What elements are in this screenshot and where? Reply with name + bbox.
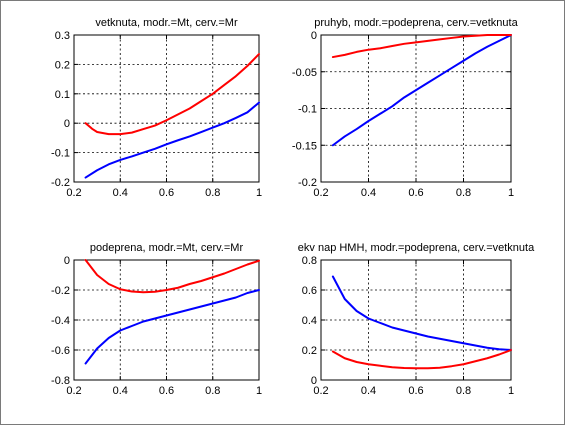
- y-tick-label: 0: [64, 118, 70, 130]
- y-tick-label: 0: [311, 375, 317, 387]
- x-tick-label: 0.8: [205, 385, 220, 397]
- red-series-line: [84, 259, 260, 294]
- x-tick-label: 0.2: [66, 187, 81, 199]
- x-tick-label: 0.6: [408, 187, 423, 199]
- x-tick-label: 0.2: [313, 187, 328, 199]
- y-tick-label: 0.2: [302, 345, 317, 357]
- subplot-bottom-left: 0.2 0.4 0.6 0.8 1 -0.8 -0.6 -0.4 -0.2 0 podeprena,…: [51, 242, 262, 397]
- x-tick-label: 0.8: [205, 187, 220, 199]
- red-series-line: [84, 53, 260, 136]
- y-tick-label: -0.2: [298, 177, 317, 189]
- x-tick-label: 1: [256, 385, 262, 397]
- x-tick-label: 1: [508, 187, 514, 199]
- x-tick-label: 0.6: [408, 385, 423, 397]
- x-tick-label: 0.6: [159, 187, 174, 199]
- red-series-line: [331, 349, 512, 370]
- y-tick-label: 0.1: [55, 89, 70, 101]
- x-tick-label: 0.4: [113, 385, 128, 397]
- x-tick-label: 0.2: [313, 385, 328, 397]
- x-tick-label: 0.4: [361, 385, 376, 397]
- subplot-top-left: 0.2 0.4 0.6 0.8 1 -0.2 -0.1 0 0.1 0.2 0.3 vetknuta,…: [51, 17, 262, 199]
- x-tick-label: 0.8: [456, 385, 471, 397]
- x-tick-label: 0.6: [159, 385, 174, 397]
- subplot-title: vetknuta, modr.=Mt, cerv.=Mr: [95, 17, 238, 29]
- y-tick-label: -0.4: [51, 315, 70, 327]
- subplot-title: ekv nap HMH, modr.=podeprena, cerv.=vetk…: [298, 242, 535, 254]
- blue-series-line: [84, 289, 260, 365]
- y-tick-label: 0.4: [302, 315, 317, 327]
- x-tick-label: 0.4: [113, 187, 128, 199]
- y-tick-label: -0.1: [298, 104, 317, 116]
- y-tick-label: 0.2: [55, 59, 70, 71]
- y-tick-label: 0.6: [302, 285, 317, 297]
- x-tick-label: 0.2: [66, 385, 81, 397]
- subplot-title: podeprena, modr.=Mt, cerv.=Mr: [90, 242, 244, 254]
- y-tick-label: -0.15: [292, 140, 317, 152]
- x-tick-label: 1: [508, 385, 514, 397]
- y-tick-label: -0.05: [292, 67, 317, 79]
- y-tick-label: -0.1: [51, 148, 70, 160]
- y-tick-label: -0.2: [51, 177, 70, 189]
- blue-series-line: [331, 275, 512, 351]
- x-tick-label: 0.4: [361, 187, 376, 199]
- subplot-title: pruhyb, modr.=podeprena, cerv.=vetknuta: [314, 17, 518, 29]
- y-tick-label: -0.8: [51, 375, 70, 387]
- x-tick-label: 0.8: [456, 187, 471, 199]
- red-series-line: [331, 34, 512, 59]
- y-tick-label: 0.3: [55, 30, 70, 42]
- subplot-top-right: 0.2 0.4 0.6 0.8 1 -0.2 -0.15 -0.1 -0.05 0pruhyb, …: [292, 17, 519, 199]
- y-tick-label: 0: [311, 30, 317, 42]
- y-tick-label: -0.6: [51, 345, 70, 357]
- x-tick-label: 1: [256, 187, 262, 199]
- blue-series-line: [331, 34, 512, 147]
- y-tick-label: 0: [64, 255, 70, 267]
- y-tick-label: 0.8: [302, 255, 317, 267]
- blue-series-line: [84, 101, 260, 179]
- y-tick-label: -0.2: [51, 285, 70, 297]
